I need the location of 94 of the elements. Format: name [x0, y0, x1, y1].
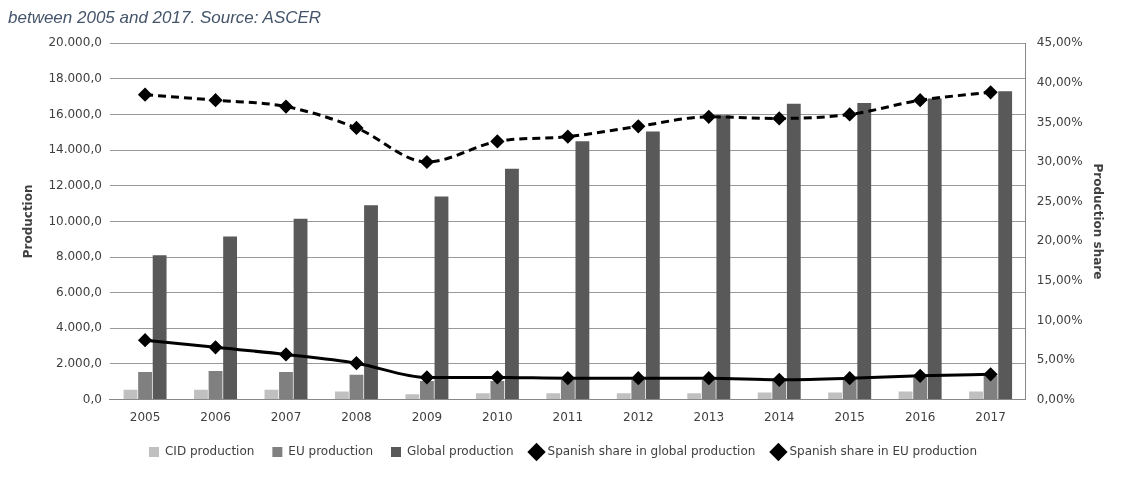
legend-label: Spanish share in global production — [547, 444, 756, 459]
point — [279, 100, 293, 114]
point — [772, 111, 786, 125]
y-tick-label: 8.000,0 — [56, 249, 102, 264]
bar — [434, 196, 449, 400]
legend-label: CID production — [164, 444, 255, 459]
bar — [927, 98, 942, 400]
point — [138, 333, 152, 347]
point — [349, 356, 363, 370]
bar — [757, 392, 772, 400]
bar — [475, 393, 490, 400]
x-tick-label: 2013 — [693, 409, 725, 424]
point — [420, 370, 434, 384]
y-axis-title: Production — [21, 184, 36, 259]
x-tick-label: 2010 — [482, 409, 513, 424]
x-tick-label: 2012 — [623, 409, 654, 424]
y-tick-label: 20.000,0 — [48, 35, 102, 50]
y2-tick-label: 0,00% — [1036, 391, 1075, 406]
bar — [364, 205, 378, 400]
point — [349, 121, 363, 135]
bar — [264, 389, 279, 400]
x-tick-label: 2005 — [129, 409, 161, 424]
y-tick-label: 6.000,0 — [56, 284, 102, 299]
point — [702, 371, 716, 385]
bar — [546, 393, 561, 400]
point — [209, 340, 223, 354]
bar — [194, 389, 208, 400]
bar — [898, 391, 913, 400]
y2-tick-label: 20,00% — [1036, 233, 1083, 248]
y-tick-label: 12.000,0 — [48, 177, 102, 192]
y2-tick-label: 40,00% — [1036, 74, 1083, 89]
y2-tick-label: 10,00% — [1036, 312, 1083, 327]
bar — [152, 255, 167, 400]
legend-label: Spanish share in EU production — [789, 444, 978, 459]
y2-tick-label: 35,00% — [1036, 114, 1083, 129]
y-tick-label: 14.000,0 — [48, 142, 102, 157]
x-tick-label: 2015 — [834, 409, 865, 424]
point — [138, 88, 152, 102]
point — [561, 130, 575, 144]
point — [843, 107, 857, 121]
point — [420, 155, 434, 169]
point — [913, 93, 927, 107]
bar — [969, 391, 983, 400]
y-tick-label: 16.000,0 — [48, 106, 102, 121]
y-tick-label: 2.000,0 — [56, 356, 102, 371]
bar — [716, 115, 731, 400]
bar — [123, 389, 138, 400]
bar — [223, 236, 238, 400]
point — [561, 371, 575, 385]
text: between 2005 and 2017. Source: ASCER — [8, 8, 323, 28]
bar — [405, 394, 420, 400]
y2-axis-title: Production share — [1090, 163, 1105, 280]
point — [913, 369, 927, 383]
y-tick-label: 0,0 — [82, 391, 102, 406]
point — [843, 371, 857, 385]
bar — [687, 393, 702, 400]
y-tick-label: 10.000,0 — [48, 213, 102, 228]
x-tick-label: 2006 — [200, 409, 231, 424]
legend-label: Global production — [406, 444, 514, 459]
point — [279, 347, 293, 361]
point — [984, 85, 998, 99]
legend-label: EU production — [288, 444, 373, 459]
bar — [645, 131, 660, 400]
point — [490, 370, 504, 384]
x-tick-label: 2007 — [270, 409, 302, 424]
point — [772, 373, 786, 387]
y2-tick-label: 30,00% — [1036, 154, 1083, 169]
y2-tick-label: 45,00% — [1036, 35, 1083, 50]
bar — [998, 91, 1013, 400]
bar — [828, 392, 843, 400]
point — [631, 119, 645, 133]
x-tick-label: 2017 — [975, 409, 1006, 424]
point — [984, 367, 998, 381]
x-tick-label: 2014 — [763, 409, 795, 424]
bar — [786, 103, 801, 400]
bar — [505, 168, 519, 400]
x-tick-label: 2008 — [341, 409, 372, 424]
bar — [334, 391, 349, 400]
point — [209, 93, 223, 107]
bar — [293, 218, 308, 400]
x-tick-label: 2011 — [552, 409, 584, 424]
bar — [575, 141, 590, 400]
point — [490, 134, 504, 148]
y2-tick-label: 5,00% — [1036, 352, 1075, 367]
y2-tick-label: 25,00% — [1036, 193, 1083, 208]
y2-tick-label: 15,00% — [1036, 272, 1083, 287]
y-tick-label: 18.000,0 — [48, 70, 102, 85]
bar — [857, 102, 872, 400]
point — [631, 371, 645, 385]
x-tick-label: 2016 — [904, 409, 936, 424]
y-tick-label: 4.000,0 — [56, 320, 102, 335]
x-tick-label: 2009 — [411, 409, 443, 424]
bar — [616, 393, 631, 400]
point — [702, 110, 716, 124]
